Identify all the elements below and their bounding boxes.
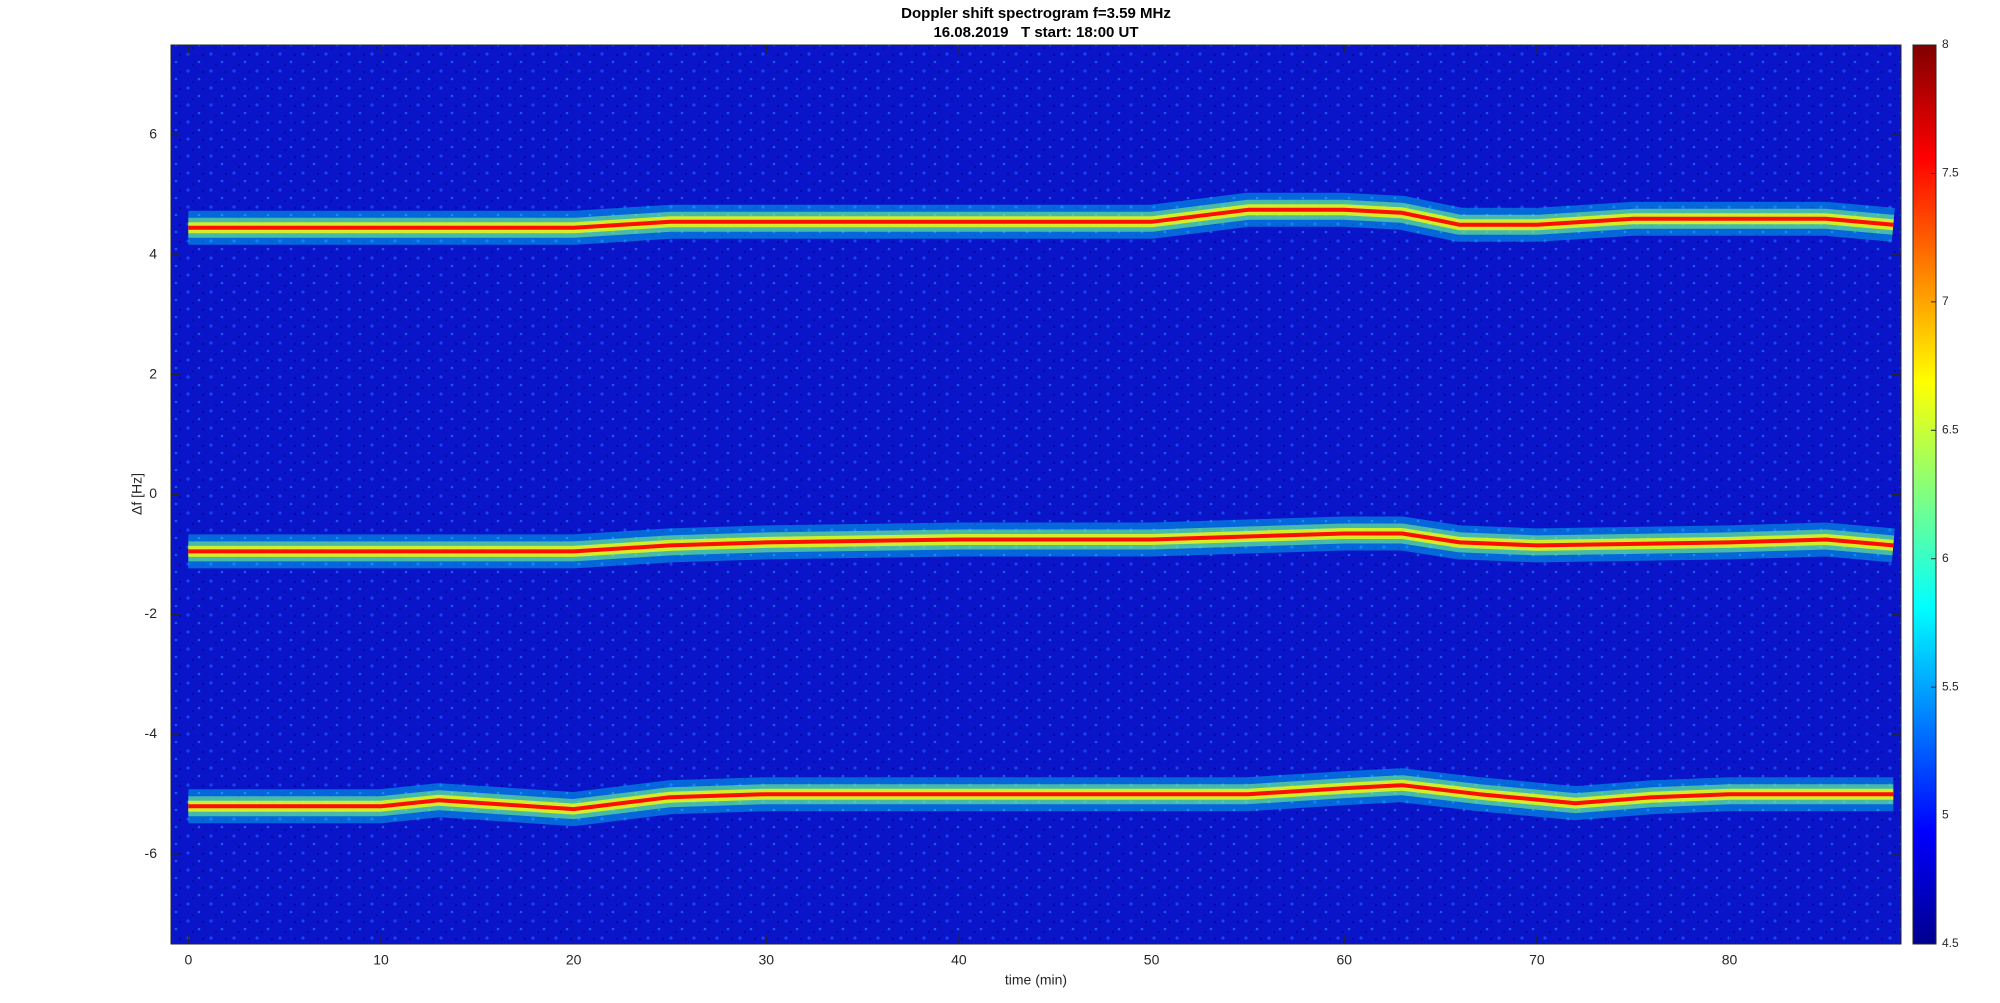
x-tick-label: 70 [1529, 952, 1545, 968]
colorbar-tick-label: 5.5 [1942, 679, 1959, 693]
chart-title: Doppler shift spectrogram f=3.59 MHz [901, 5, 1171, 22]
colorbar-tick-label: 5 [1942, 808, 1949, 822]
y-tick-label: 2 [149, 365, 157, 381]
x-tick-label: 50 [1144, 952, 1160, 968]
x-tick-label: 40 [951, 952, 967, 968]
x-tick-label: 30 [759, 952, 775, 968]
y-tick-label: -6 [145, 845, 158, 861]
x-tick-label: 80 [1722, 952, 1738, 968]
x-tick-label: 10 [373, 952, 389, 968]
y-axis-label: Δf [Hz] [129, 473, 145, 515]
trace [188, 531, 1894, 554]
colorbar-tick-label: 6 [1942, 551, 1949, 565]
trace [188, 207, 1894, 230]
traces [188, 192, 1895, 827]
y-tick-label: 6 [149, 126, 157, 142]
x-tick-label: 20 [566, 952, 582, 968]
y-tick-label: 4 [149, 245, 157, 261]
colorbar-tick-label: 6.5 [1942, 422, 1959, 436]
x-axis-label: time (min) [1005, 972, 1067, 988]
colorbar-tick-label: 4.5 [1942, 936, 1959, 950]
colorbar-tick-label: 7.5 [1942, 166, 1959, 180]
chart-subtitle: 16.08.2019 T start: 18:00 UT [933, 24, 1138, 41]
x-tick-label: 0 [184, 952, 192, 968]
trace [188, 783, 1894, 812]
y-tick-label: -2 [145, 605, 158, 621]
colorbar [1912, 44, 1937, 945]
y-tick-label: 0 [149, 485, 157, 501]
colorbar-tick-label: 8 [1942, 37, 1949, 51]
x-tick-label: 60 [1336, 952, 1352, 968]
colorbar-tick-label: 7 [1942, 294, 1949, 308]
y-tick-label: -4 [145, 725, 158, 741]
